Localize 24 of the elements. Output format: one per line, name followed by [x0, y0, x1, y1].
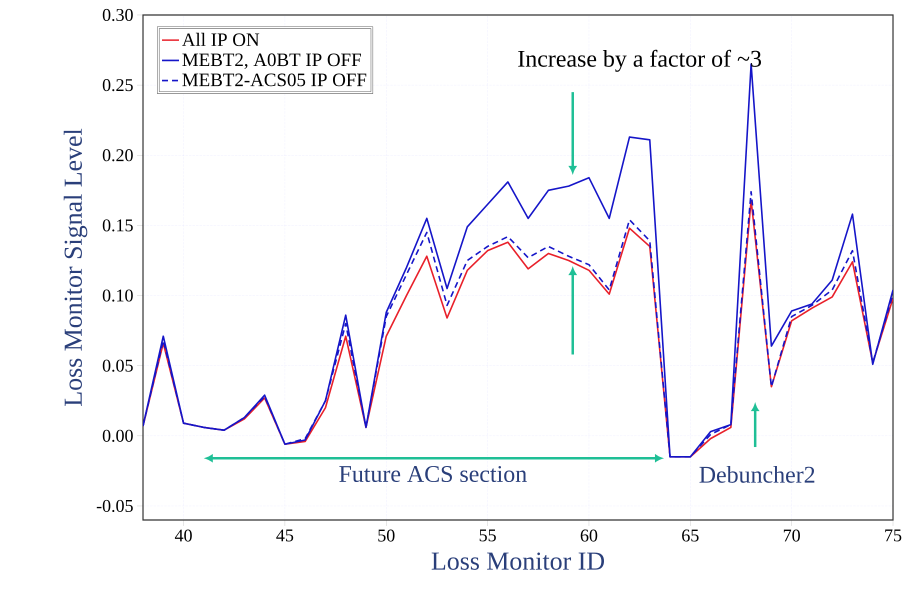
- y-axis-title: Loss Monitor Signal Level: [64, 128, 88, 406]
- y-tick-label: 0.20: [102, 149, 133, 162]
- x-tick-label: 40: [174, 530, 192, 542]
- y-tick-label: 0.25: [102, 79, 133, 92]
- legend-label: All IP ON: [182, 32, 260, 46]
- x-tick-label: 70: [784, 530, 800, 542]
- x-tick-label: 65: [682, 530, 699, 542]
- annotation: Increase by a factor of ~3: [518, 50, 761, 72]
- x-tick-label: 55: [480, 530, 496, 542]
- annotation: Debuncher2: [699, 466, 814, 483]
- annotation: Future ACS section: [339, 466, 527, 482]
- y-tick-label: -0.05: [96, 500, 133, 512]
- y-tick-label: 0.00: [102, 430, 133, 442]
- x-tick-label: 50: [378, 530, 395, 542]
- y-tick-label: 0.30: [102, 8, 133, 22]
- x-tick-label: 75: [885, 530, 902, 542]
- x-tick-label: 45: [276, 529, 294, 542]
- x-tick-label: 60: [580, 530, 598, 542]
- legend-label: MEBT2, A0BT IP OFF: [182, 53, 361, 69]
- legend-label: MEBT2-ACS05 IP OFF: [182, 73, 366, 86]
- y-tick-label: 0.05: [102, 360, 133, 372]
- y-tick-label: 0.10: [102, 289, 133, 302]
- y-tick-label: 0.15: [102, 219, 133, 232]
- x-axis-title: Loss Monitor ID: [432, 552, 604, 570]
